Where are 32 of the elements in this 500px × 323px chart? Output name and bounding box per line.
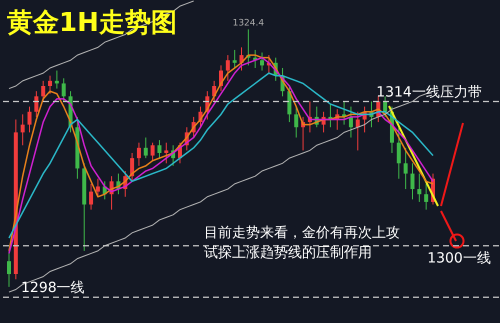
candlestick xyxy=(136,142,141,166)
candlestick xyxy=(62,78,66,102)
annotation: 目前走势来看，金价有再次上攻 xyxy=(204,225,400,241)
candlestick xyxy=(287,86,292,123)
annotation: 试探上涨趋势线的压制作用 xyxy=(204,245,372,261)
candlestick xyxy=(294,106,298,138)
ref-line-label: 1300一线 xyxy=(427,250,491,267)
candlestick xyxy=(417,173,422,202)
candlestick xyxy=(356,111,360,151)
candlestick xyxy=(7,250,11,288)
candlestick xyxy=(383,96,388,118)
candlestick xyxy=(28,106,32,133)
candlestick xyxy=(404,147,408,190)
ref-line-label: 1314一线压力带 xyxy=(376,84,482,100)
candlestick xyxy=(396,126,401,180)
candlestick xyxy=(96,178,100,198)
candlestick xyxy=(424,183,428,210)
candlestick xyxy=(226,54,230,82)
candlestick xyxy=(410,162,414,200)
candlestick xyxy=(20,114,25,146)
candlestick xyxy=(164,142,168,164)
ref-line-label: 1298一线 xyxy=(21,280,85,296)
candlestick xyxy=(157,140,162,159)
candlestick xyxy=(89,183,94,210)
candlestick xyxy=(232,49,237,68)
candlestick xyxy=(150,142,155,162)
candlestick xyxy=(34,90,38,118)
candlestick xyxy=(260,52,264,72)
text: 1324.4 xyxy=(232,18,264,28)
candlestick xyxy=(54,70,59,90)
candlestick xyxy=(144,137,148,159)
candlestick xyxy=(48,75,52,94)
